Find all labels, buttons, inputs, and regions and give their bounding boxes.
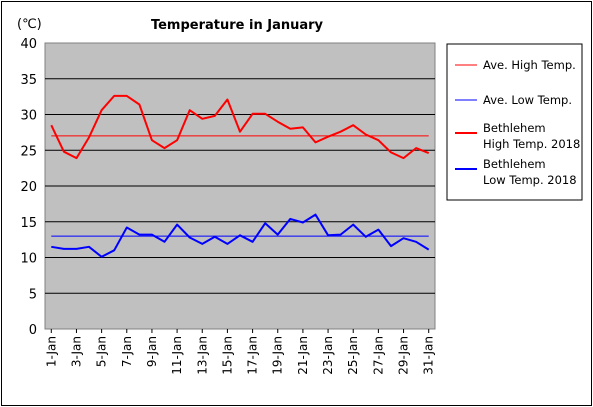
x-tick-label: 23-Jan <box>321 336 335 375</box>
legend-label-2: Bethlehem High Temp. 2018 <box>483 121 580 151</box>
y-tick-label: 15 <box>20 216 37 231</box>
x-tick-label: 7-Jan <box>120 336 134 367</box>
legend-label-1: Ave. Low Temp. <box>483 93 572 107</box>
series-lines <box>50 94 430 258</box>
x-tick-label: 29-Jan <box>397 336 411 375</box>
y-tick-label: 0 <box>29 323 37 338</box>
gridlines <box>45 78 435 294</box>
x-tick-label: 11-Jan <box>170 336 184 375</box>
x-axis-ticks: 1-Jan 3-Jan 5-Jan 7-Jan 9-Jan 11-Jan 13-Jan 15-… <box>44 329 436 375</box>
y-tick-label: 5 <box>29 287 37 302</box>
y-tick-label: 35 <box>20 73 37 88</box>
y-tick-label: 25 <box>20 144 37 159</box>
legend-label-3: Bethlehem Low Temp. 2018 <box>483 157 577 187</box>
x-tick-label: 31-Jan <box>422 336 436 375</box>
y-tick-label: 30 <box>20 109 37 124</box>
x-tick-label: 21-Jan <box>296 336 310 375</box>
x-tick-label: 9-Jan <box>145 336 159 367</box>
x-tick-label: 1-Jan <box>44 336 58 367</box>
y-tick-label: 40 <box>20 37 37 52</box>
x-tick-label: 17-Jan <box>246 336 260 375</box>
y-tick-label: 20 <box>20 180 37 195</box>
x-tick-label: 5-Jan <box>95 336 109 367</box>
x-tick-label: 25-Jan <box>346 336 360 375</box>
x-tick-label: 27-Jan <box>371 336 385 375</box>
x-tick-label: 3-Jan <box>69 336 83 367</box>
legend-label-0: Ave. High Temp. <box>483 58 576 72</box>
y-axis-ticks: 0 5 10 15 20 25 30 35 40 <box>20 37 37 338</box>
x-tick-label: 19-Jan <box>271 336 285 375</box>
chart-title: Temperature in January <box>151 18 324 33</box>
y-tick-label: 10 <box>20 252 37 267</box>
y-axis-unit-label: (℃) <box>17 17 42 32</box>
x-tick-label: 15-Jan <box>220 336 234 375</box>
series-line-2 <box>50 94 430 160</box>
legend <box>446 43 583 201</box>
legend-entries: Ave. High Temp. Ave. Low Temp. Bethlehem Hi… <box>455 58 580 187</box>
series-line-3 <box>51 213 430 258</box>
x-tick-label: 13-Jan <box>195 336 209 375</box>
